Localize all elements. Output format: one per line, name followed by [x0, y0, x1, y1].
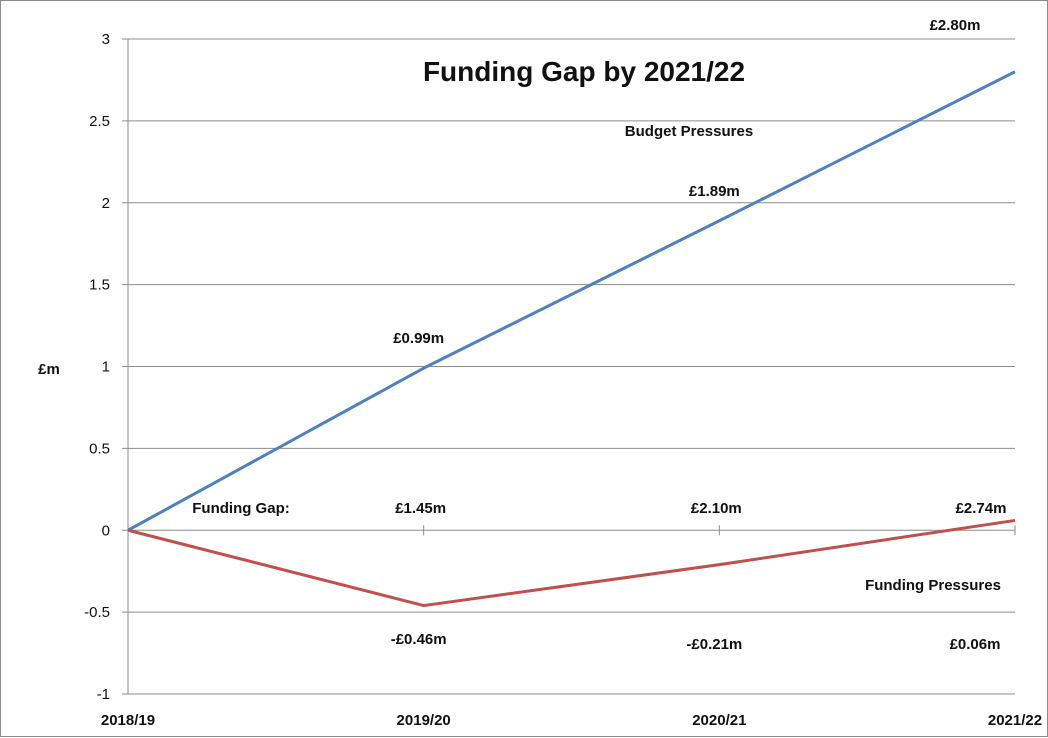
y-tick-label: 0.5 [89, 440, 110, 457]
funding-gap-value: £2.74m [956, 500, 1007, 517]
data-labels: £0.99m £1.89m £2.80m Budget Pressures -£0.46… [192, 17, 1006, 653]
series-line-budget-pressures [127, 70, 1016, 532]
y-tick-label: -1 [97, 686, 110, 703]
data-label: -£0.46m [391, 631, 447, 648]
y-tick-label: 2 [102, 195, 110, 212]
data-label: £0.99m [393, 330, 444, 347]
y-tick-label: -0.5 [84, 604, 110, 621]
x-tick-label: 2020/21 [692, 712, 746, 729]
funding-gap-label: Funding Gap: [192, 500, 289, 517]
x-tick-label: 2018/19 [101, 712, 155, 729]
data-label: £1.89m [689, 183, 740, 200]
data-label: £2.80m [930, 17, 981, 34]
series-line-funding-pressures [127, 518, 1016, 608]
y-tick-label: 3 [102, 31, 110, 48]
x-tick-label: 2019/20 [397, 712, 451, 729]
y-axis-label: £m [38, 361, 60, 378]
x-tick-label: 2021/22 [988, 712, 1042, 729]
y-tick-label: 0 [102, 522, 110, 539]
series-label: Budget Pressures [625, 123, 753, 140]
y-tick-label: 1 [102, 359, 110, 376]
data-label: -£0.21m [686, 636, 742, 653]
data-label: £0.06m [950, 636, 1001, 653]
y-tick-label: 2.5 [89, 113, 110, 130]
series-label: Funding Pressures [865, 577, 1001, 594]
y-tick-label: 1.5 [89, 277, 110, 294]
funding-gap-value: £2.10m [691, 500, 742, 517]
series-lines [127, 70, 1016, 608]
funding-gap-value: £1.45m [395, 500, 446, 517]
axes: 3 2.5 2 1.5 1 0.5 0 -0.5 -1 2018/19 2019/20 2020/21… [84, 31, 1042, 729]
chart-title: Funding Gap by 2021/22 [423, 56, 745, 87]
